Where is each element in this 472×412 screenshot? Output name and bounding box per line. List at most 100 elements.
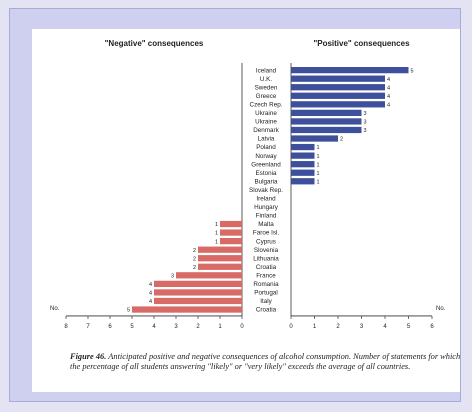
country-label: Portugal: [254, 290, 277, 297]
country-label: Ukraine: [255, 110, 277, 117]
negative-x-tick-label: 4: [152, 324, 156, 330]
negative-bar: [220, 229, 242, 236]
positive-panel-title: "Positive" consequences: [313, 39, 410, 48]
country-label: Poland: [256, 144, 276, 151]
negative-bar: [198, 255, 242, 262]
negative-bar-value: 2: [193, 265, 196, 271]
negative-bar: [154, 289, 242, 296]
negative-bar-value: 2: [193, 256, 196, 262]
country-label: Greece: [256, 93, 277, 100]
positive-bar: [291, 143, 315, 151]
positive-bar-value: 4: [387, 77, 390, 83]
figure-frame: "Negative" consequences "Positive" conseq…: [9, 8, 461, 402]
country-label: Iceland: [256, 67, 277, 74]
figure-caption: Figure 46. Anticipated positive and nega…: [70, 352, 462, 372]
negative-x-tick-label: 8: [64, 324, 68, 330]
positive-bar-value: 3: [364, 128, 367, 134]
country-label: U.K.: [260, 76, 272, 83]
positive-bar: [291, 84, 385, 91]
negative-bar-value: 4: [149, 299, 152, 305]
positive-bar: [291, 126, 362, 134]
positive-bar-value: 4: [387, 94, 390, 100]
positive-bar-value: 4: [387, 85, 390, 91]
positive-bar-value: 4: [387, 102, 390, 108]
positive-bar: [291, 92, 385, 99]
positive-bar-value: 1: [317, 171, 320, 177]
positive-bar: [291, 161, 315, 168]
country-label: France: [256, 272, 276, 279]
country-label: Cyprus: [256, 238, 276, 245]
positive-bar-value: 1: [317, 179, 320, 185]
positive-bar: [291, 101, 385, 108]
negative-bar: [154, 280, 242, 287]
consequences-chart: "Negative" consequences "Positive" conseq…: [50, 39, 446, 330]
positive-bar: [291, 109, 362, 116]
positive-bar-value: 3: [364, 111, 367, 117]
positive-bar: [291, 152, 315, 159]
negative-bar-value: 1: [215, 222, 218, 228]
positive-bar-value: 1: [317, 154, 320, 160]
positive-bar: [291, 178, 315, 185]
figure-panel: "Negative" consequences "Positive" conseq…: [32, 29, 460, 392]
negative-x-axis-label: No.: [50, 306, 60, 312]
positive-bar-value: 3: [364, 120, 367, 126]
positive-bar-value: 1: [317, 145, 320, 151]
positive-x-tick-label: 6: [430, 324, 434, 330]
negative-bar: [132, 306, 242, 313]
positive-bar-value: 2: [340, 137, 343, 143]
negative-bar: [220, 238, 242, 245]
country-label: Croatia: [256, 307, 277, 314]
positive-bar: [291, 169, 315, 176]
negative-bar-value: 3: [171, 273, 174, 279]
negative-bar-value: 2: [193, 248, 196, 254]
country-label: Lithuania: [253, 255, 279, 262]
positive-bar: [291, 75, 385, 82]
country-label: Ukraine: [255, 119, 277, 126]
positive-x-tick-label: 5: [407, 324, 411, 330]
negative-bar-value: 4: [149, 282, 152, 288]
negative-x-tick-label: 3: [174, 324, 178, 330]
negative-bar: [198, 263, 242, 270]
country-label: Ireland: [256, 196, 276, 203]
positive-x-tick-label: 0: [289, 324, 293, 330]
country-label: Slovak Rep.: [249, 187, 283, 194]
negative-x-tick-label: 0: [240, 324, 244, 330]
positive-bar-value: 1: [317, 162, 320, 168]
positive-x-tick-label: 2: [336, 324, 340, 330]
negative-x-tick-label: 2: [196, 324, 200, 330]
country-label: Czech Rep.: [250, 101, 283, 108]
negative-x-tick-label: 5: [130, 324, 134, 330]
negative-x-tick-label: 6: [108, 324, 112, 330]
negative-bar: [198, 246, 242, 253]
positive-bar-value: 5: [411, 68, 414, 74]
positive-x-tick-label: 3: [360, 324, 364, 330]
positive-bar: [291, 135, 338, 142]
negative-bar-value: 1: [215, 239, 218, 245]
country-label: Faroe Isl.: [253, 230, 279, 237]
country-label: Italy: [260, 298, 272, 305]
negative-bar-value: 4: [149, 291, 152, 297]
country-label: Greenland: [251, 161, 281, 168]
country-label: Hungary: [254, 204, 279, 211]
country-label: Romania: [253, 281, 279, 288]
country-label: Bulgaria: [254, 178, 278, 185]
negative-bar: [220, 220, 242, 228]
positive-bar: [291, 118, 362, 125]
negative-x-tick-label: 1: [218, 324, 222, 330]
country-label: Malta: [258, 221, 274, 228]
negative-bar-value: 1: [215, 231, 218, 237]
country-label: Croatia: [256, 264, 277, 271]
positive-x-tick-label: 4: [383, 324, 387, 330]
negative-bar: [154, 297, 242, 305]
country-label: Finland: [256, 213, 277, 220]
positive-x-axis-label: No.: [436, 306, 446, 312]
negative-x-tick-label: 7: [86, 324, 90, 330]
negative-bar: [176, 272, 242, 279]
positive-x-tick-label: 1: [313, 324, 317, 330]
country-label: Slovenia: [254, 247, 279, 254]
country-label: Latvia: [258, 136, 275, 143]
negative-panel-title: "Negative" consequences: [105, 39, 204, 48]
caption-text: Anticipated positive and negative conseq…: [70, 352, 461, 371]
country-label: Estonia: [255, 170, 277, 177]
positive-bar: [291, 67, 409, 74]
